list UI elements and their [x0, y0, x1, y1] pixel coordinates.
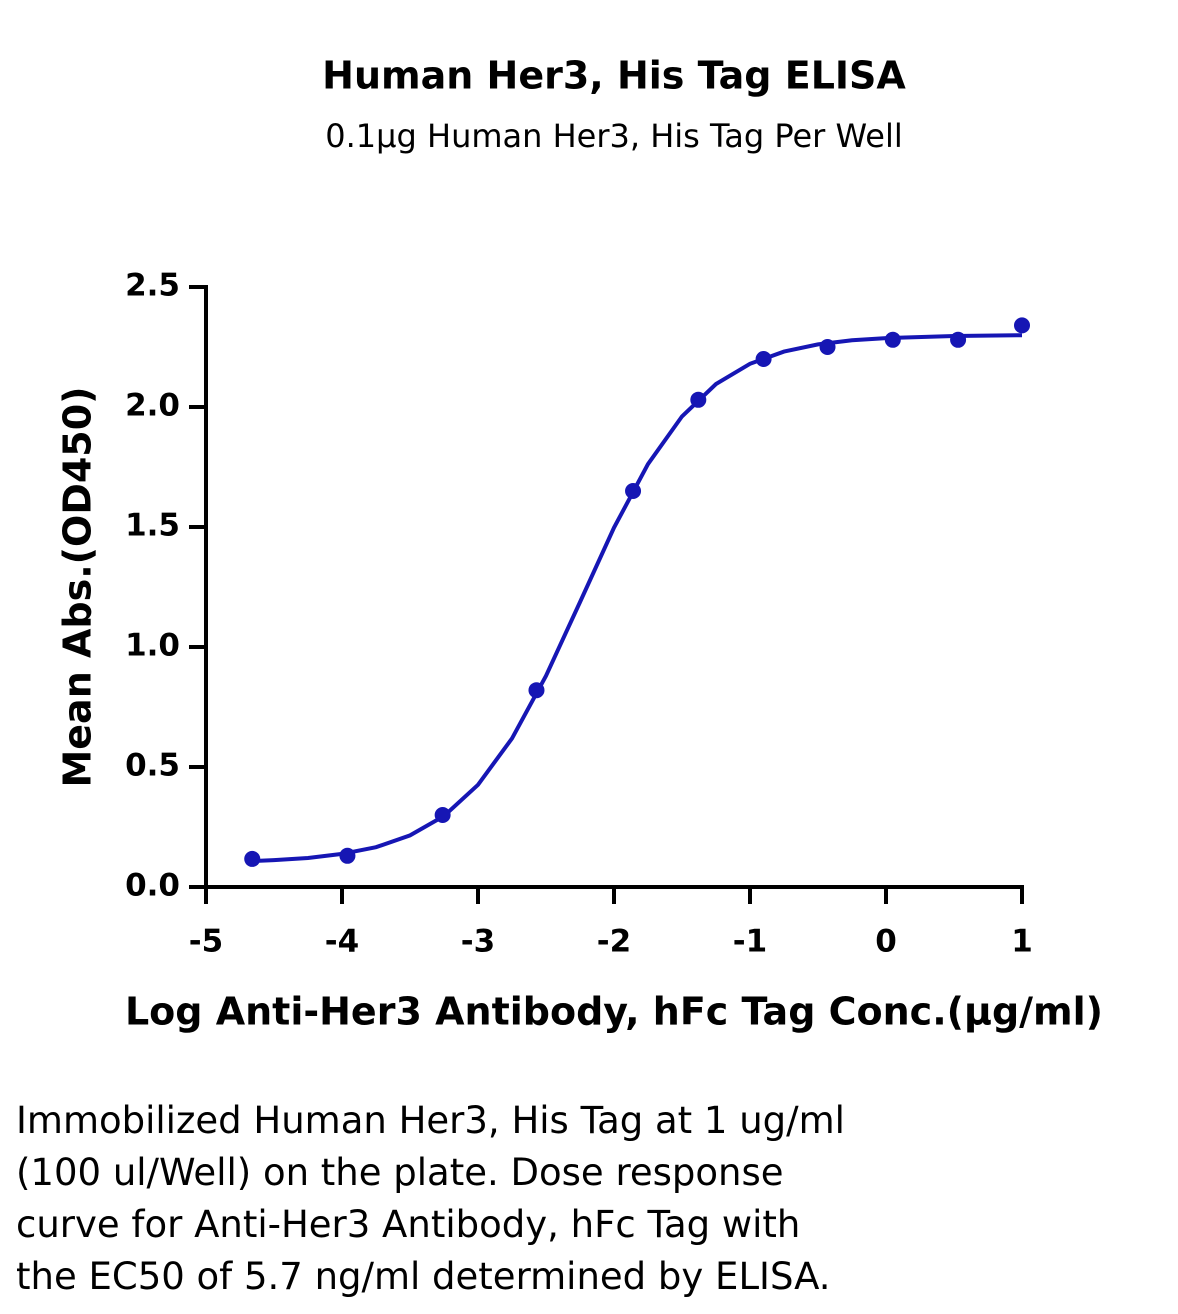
- data-point: [434, 807, 451, 823]
- data-point: [690, 391, 707, 408]
- data-point: [884, 331, 901, 348]
- data-point: [528, 682, 545, 699]
- x-tick-label: 0: [875, 924, 897, 960]
- caption-line: the EC50 of 5.7 ng/ml determined by ELIS…: [16, 1255, 831, 1298]
- data-point: [244, 850, 261, 867]
- y-tick-label: 1.5: [125, 508, 180, 544]
- chart-title: Human Her3, His Tag ELISA: [322, 54, 906, 98]
- y-tick-label: 2.0: [125, 388, 180, 424]
- x-tick-label: -4: [325, 924, 359, 960]
- y-axis-label: Mean Abs.(OD450): [56, 386, 100, 787]
- chart-subtitle: 0.1µg Human Her3, His Tag Per Well: [325, 117, 902, 155]
- y-tick-label: 0.0: [125, 868, 180, 904]
- data-point: [1014, 317, 1030, 334]
- caption-line: (100 ul/Well) on the plate. Dose respons…: [16, 1151, 784, 1194]
- y-tick-label: 2.5: [125, 268, 180, 304]
- x-tick-label: -3: [461, 924, 495, 960]
- caption-line: curve for Anti-Her3 Antibody, hFc Tag wi…: [16, 1203, 800, 1246]
- x-tick-label: -2: [597, 924, 631, 960]
- x-tick-label: -5: [189, 924, 223, 960]
- x-axis-label: Log Anti-Her3 Antibody, hFc Tag Conc.(µg…: [125, 990, 1103, 1034]
- y-tick-label: 1.0: [125, 628, 180, 664]
- fit-curve: [252, 333, 1023, 864]
- data-point: [339, 847, 356, 864]
- data-point: [819, 339, 836, 355]
- x-tick-label: 1: [1011, 924, 1033, 960]
- data-point: [755, 351, 772, 367]
- caption-line: Immobilized Human Her3, His Tag at 1 ug/…: [16, 1099, 845, 1142]
- x-tick-label: -1: [733, 924, 767, 960]
- data-point: [625, 483, 642, 499]
- data-point: [950, 331, 967, 348]
- y-tick-label: 0.5: [125, 748, 180, 784]
